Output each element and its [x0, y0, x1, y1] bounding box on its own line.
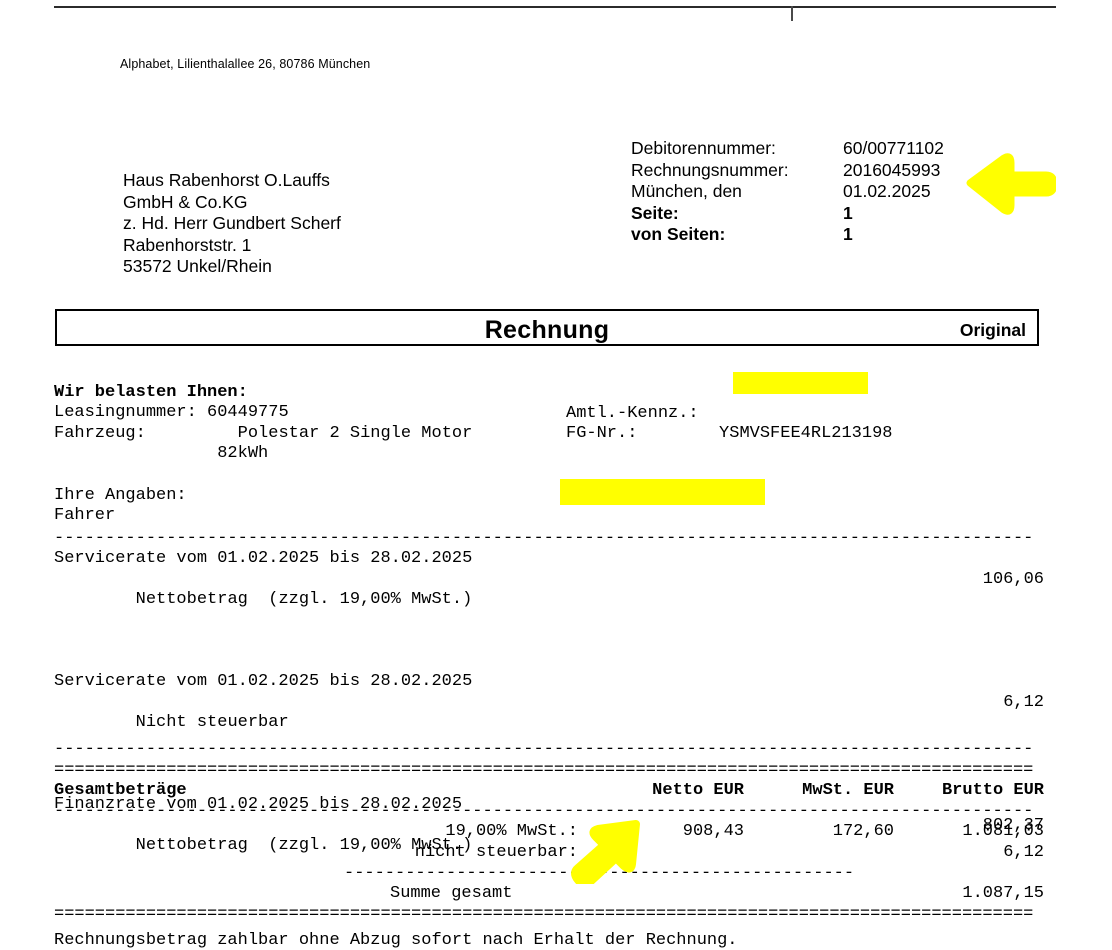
- payment-terms-note: Rechnungsbetrag zahlbar ohne Abzug sofor…: [54, 931, 738, 950]
- plate-vin-block: Amtl.-Kennz.: FG-Nr.: YSMVSFEE4RL213198: [566, 383, 892, 465]
- vin-label: FG-Nr.:: [566, 424, 638, 444]
- sum-spacer-netto: [594, 884, 744, 905]
- vehicle-value-2: 82kWh: [217, 444, 269, 464]
- totals-col-brutto: Brutto EUR: [941, 781, 1044, 801]
- meta-row-datum: München, den 01.02.2025: [631, 181, 944, 203]
- recipient-line-4: Rabenhorststr. 1: [123, 234, 252, 255]
- meta-label-debitorennummer: Debitorennummer:: [631, 138, 776, 158]
- sum-label: Summe gesamt: [390, 884, 513, 904]
- sender-address-line: Alphabet, Lilienthalallee 26, 80786 Münc…: [120, 57, 371, 71]
- meta-label-rechnungsnummer: Rechnungsnummer:: [631, 159, 789, 180]
- sum-value: 1.087,15: [962, 884, 1044, 904]
- totals-section: ----------------------------------------…: [54, 740, 1044, 925]
- page-title: Rechnung: [484, 316, 610, 344]
- items-top-separator: ----------------------------------------…: [54, 529, 1034, 548]
- line-item-description: Servicerate vom 01.02.2025 bis 28.02.202…: [54, 671, 473, 691]
- line-item-detail-row: Nettobetrag (zzgl. 19,00% MwSt.) 802,37: [54, 816, 1044, 898]
- line-item-detail: Nettobetrag (zzgl. 19,00% MwSt.): [135, 836, 473, 856]
- header-rule-tick: [791, 6, 793, 21]
- sum-separator: ----------------------------------------…: [344, 863, 855, 883]
- totals-header-underline: ----------------------------------------…: [54, 801, 1034, 821]
- plate-label: Amtl.-Kennz.:: [566, 403, 699, 423]
- vehicle-details-block: Wir belasten Ihnen: Leasingnummer: 60449…: [54, 362, 472, 486]
- leasing-value: 60449775: [207, 403, 289, 423]
- totals-row-netto: 908,43: [682, 822, 744, 842]
- angaben-heading: Ihre Angaben:: [54, 485, 187, 505]
- meta-label-von-seiten: von Seiten:: [631, 224, 726, 244]
- vehicle-row: Fahrzeug: Polestar 2 Single Motor: [54, 424, 472, 443]
- line-item-detail-row: Nettobetrag (zzgl. 19,00% MwSt.) 106,06: [54, 570, 1044, 652]
- line-item-detail-row: Nicht steuerbar 6,12: [54, 693, 1044, 775]
- vin-value: YSMVSFEE4RL213198: [719, 424, 893, 444]
- totals-row-label: 19,00% MwSt.:: [445, 822, 578, 842]
- line-item: Finanzrate vom 01.02.2025 bis 28.02.2025…: [54, 795, 1044, 898]
- totals-sum-row: Summe gesamt 1.087,15: [54, 884, 1044, 905]
- line-item-amount: 802,37: [982, 815, 1044, 835]
- totals-heading: Gesamtbeträge: [54, 781, 187, 801]
- line-item: Servicerate vom 01.02.2025 bis 28.02.202…: [54, 549, 1044, 652]
- meta-value-von-seiten: 1: [843, 224, 853, 244]
- driver-redaction-highlight: [560, 479, 765, 505]
- line-item-description: Finanzrate vom 01.02.2025 bis 28.02.2025: [54, 794, 463, 814]
- totals-row-brutto: 1.081,03: [962, 822, 1044, 842]
- driver-label: Fahrer: [54, 506, 116, 526]
- line-item-amount: 106,06: [982, 569, 1044, 589]
- vehicle-value: Polestar 2 Single Motor: [237, 423, 473, 443]
- recipient-address: Haus Rabenhorst O.Lauffs GmbH & Co.KG z.…: [123, 170, 341, 278]
- line-items-list: Servicerate vom 01.02.2025 bis 28.02.202…: [54, 549, 1044, 918]
- totals-bottom-separator: ========================================…: [54, 904, 1034, 924]
- sum-spacer-mwst: [744, 884, 894, 905]
- invoice-title-box: Rechnung Original: [55, 309, 1039, 346]
- leasing-label: Leasingnummer:: [54, 403, 197, 423]
- customer-info-block: Ihre Angaben: Fahrer: [54, 465, 187, 547]
- recipient-line-2: GmbH & Co.KG: [123, 191, 248, 212]
- intro-heading: Wir belasten Ihnen:: [54, 382, 248, 402]
- plate-row: Amtl.-Kennz.:: [566, 404, 709, 423]
- meta-value-rechnungsnummer: 2016045993: [843, 159, 941, 180]
- recipient-line-1: Haus Rabenhorst O.Lauffs: [123, 170, 330, 190]
- vin-row: FG-Nr.: YSMVSFEE4RL213198: [566, 424, 892, 443]
- meta-label-datum: München, den: [631, 181, 742, 201]
- meta-value-datum: 01.02.2025: [843, 181, 931, 201]
- totals-row-netto: [594, 843, 744, 864]
- meta-row-rechnungsnummer: Rechnungsnummer: 2016045993: [631, 160, 944, 182]
- meta-row-debitorennummer: Debitorennummer: 60/00771102: [631, 138, 944, 160]
- totals-row-mwst: 19,00% MwSt.: 908,43 172,60 1.081,03: [54, 822, 1044, 843]
- line-item-description: Servicerate vom 01.02.2025 bis 28.02.202…: [54, 549, 473, 568]
- meta-row-seite: Seite: 1: [631, 203, 944, 225]
- totals-col-netto: Netto EUR: [652, 781, 744, 801]
- totals-row-label: nicht steuerbar:: [414, 842, 578, 862]
- recipient-line-3: z. Hd. Herr Gundbert Scherf: [123, 213, 341, 233]
- line-item-amount: 6,12: [1003, 692, 1044, 712]
- totals-row-nicht-steuerbar: nicht steuerbar: 6,12: [54, 843, 1044, 864]
- invoice-meta-block: Debitorennummer: 60/00771102 Rechnungsnu…: [631, 138, 944, 246]
- annotation-arrow-invoice-number: [966, 153, 1056, 215]
- totals-row-mwst-value: [744, 843, 894, 864]
- totals-row-mwst-value: 172,60: [832, 822, 894, 842]
- header-rule: [54, 6, 1056, 21]
- line-item-detail: Nettobetrag (zzgl. 19,00% MwSt.): [135, 590, 473, 610]
- meta-label-seite: Seite:: [631, 202, 679, 223]
- line-item-detail: Nicht steuerbar: [135, 713, 289, 733]
- vehicle-label: Fahrzeug:: [54, 423, 146, 443]
- totals-header-row: Gesamtbeträge Netto EUR MwSt. EUR Brutto…: [54, 781, 1044, 802]
- invoice-copy-type: Original: [959, 320, 1026, 340]
- totals-col-mwst: MwSt. EUR: [802, 781, 894, 801]
- meta-row-von-seiten: von Seiten: 1: [631, 224, 944, 246]
- vehicle-row-2: 82kWh: [54, 444, 268, 463]
- recipient-line-5: 53572 Unkel/Rhein: [123, 256, 272, 276]
- totals-separator-dash: ----------------------------------------…: [54, 740, 1034, 759]
- leasing-row: Leasingnummer: 60449775: [54, 403, 289, 422]
- meta-value-debitorennummer: 60/00771102: [843, 138, 944, 158]
- totals-separator-eq: ========================================…: [54, 760, 1034, 780]
- line-item: Servicerate vom 01.02.2025 bis 28.02.202…: [54, 672, 1044, 775]
- totals-row-brutto: 6,12: [1003, 842, 1044, 862]
- meta-value-seite: 1: [843, 202, 853, 223]
- plate-redaction-highlight: [733, 372, 868, 394]
